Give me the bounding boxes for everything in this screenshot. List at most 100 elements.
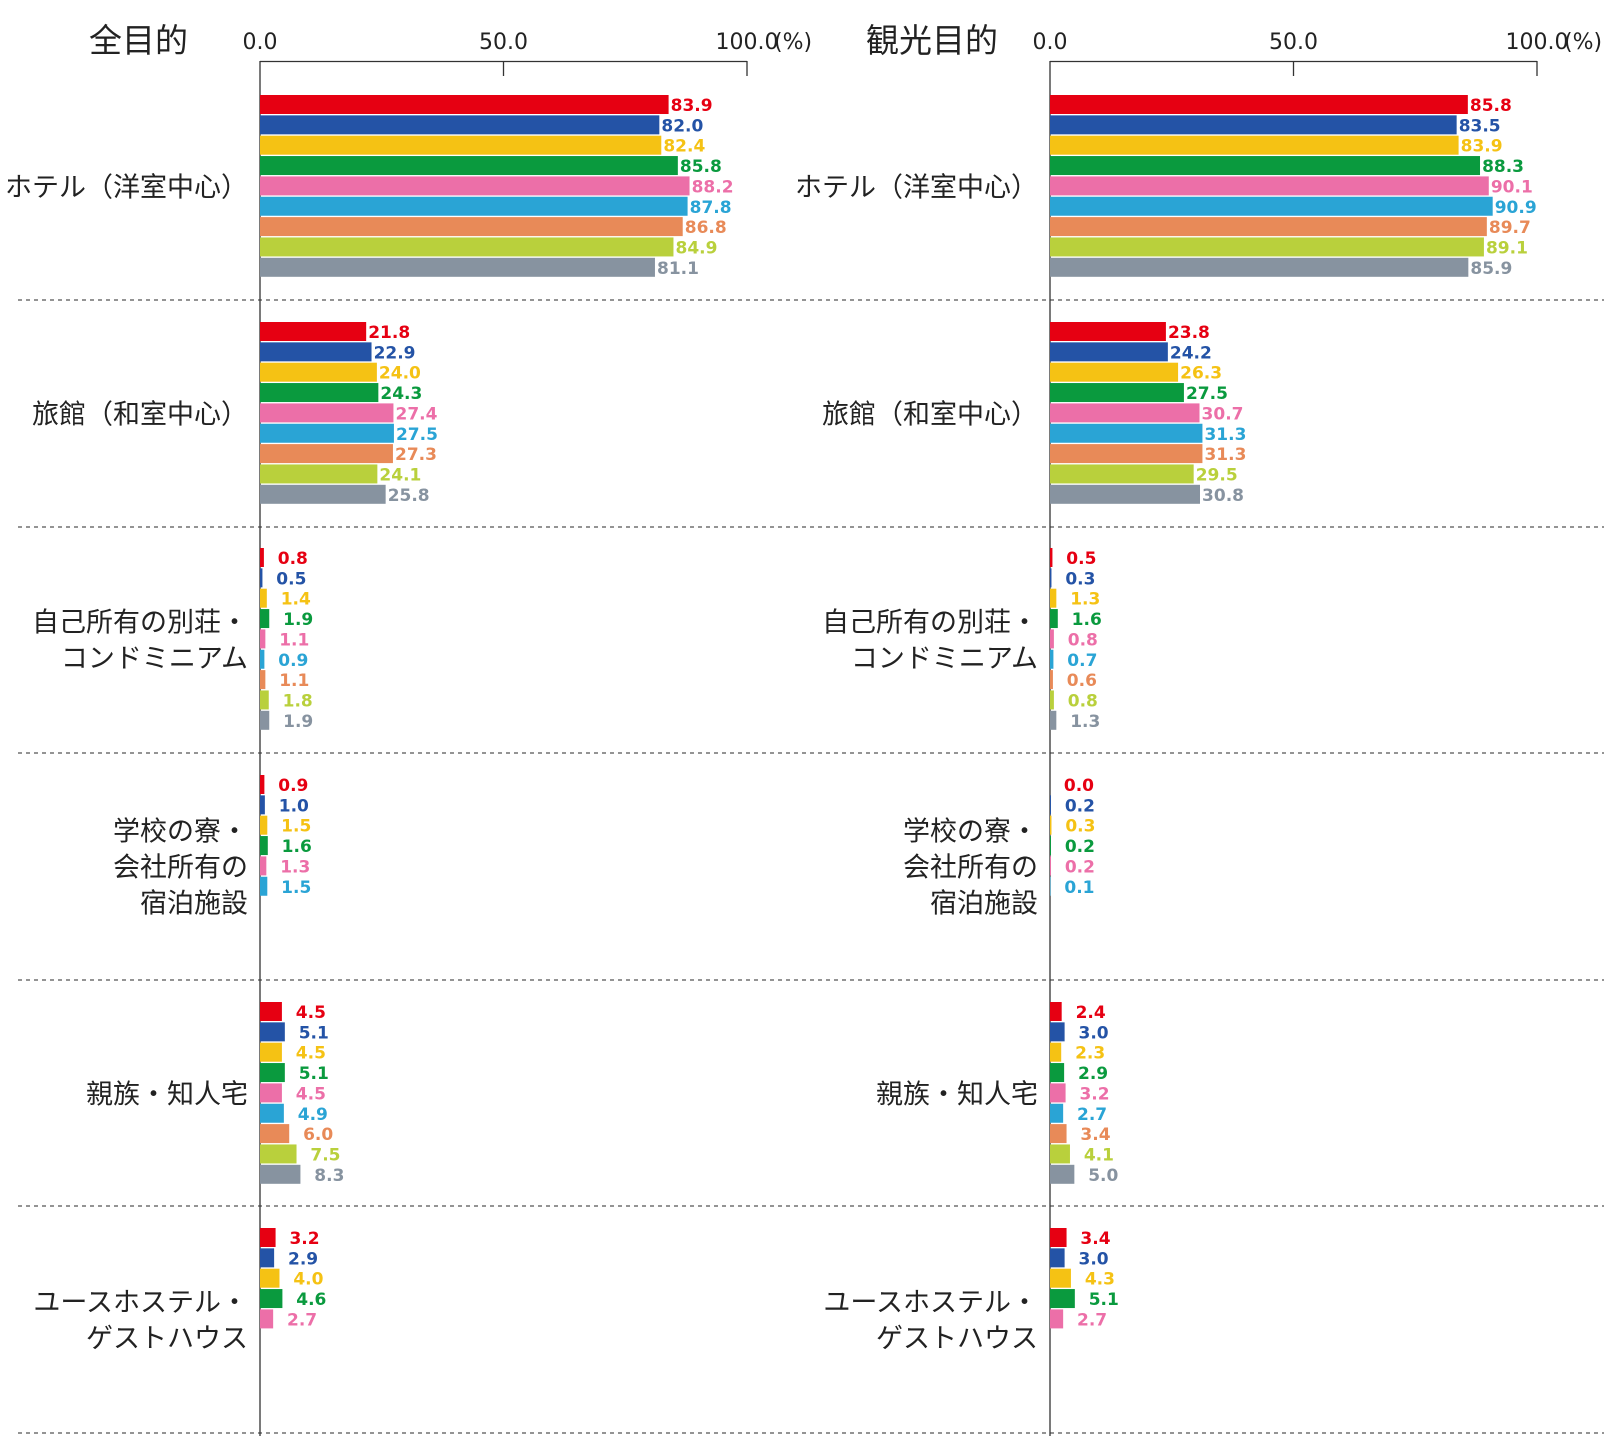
- bar: [260, 136, 661, 155]
- data-label: 82.0: [661, 116, 703, 136]
- data-label: 1.5: [281, 817, 311, 837]
- bar: [1050, 1083, 1066, 1102]
- data-label: 5.1: [299, 1023, 329, 1043]
- tick-label: 50.0: [479, 30, 528, 55]
- data-label: 31.3: [1204, 445, 1246, 465]
- data-label: 1.6: [282, 837, 312, 857]
- bar: [260, 115, 659, 134]
- data-label: 82.4: [663, 137, 705, 157]
- data-label: 3.2: [1079, 1084, 1109, 1104]
- bar: [260, 485, 386, 504]
- bar: [260, 1083, 282, 1102]
- data-label: 1.1: [279, 630, 309, 650]
- data-label: 3.4: [1080, 1229, 1110, 1249]
- bar: [1050, 690, 1054, 709]
- data-label: 4.3: [1085, 1270, 1115, 1290]
- data-label: 83.9: [671, 96, 713, 116]
- data-label: 0.9: [278, 651, 308, 671]
- category-group: 自己所有の別荘・コンドミニアム0.80.51.41.91.10.91.11.81…: [32, 548, 313, 732]
- tick-label: 100.0: [1506, 30, 1569, 55]
- data-label: 88.3: [1482, 157, 1524, 177]
- data-label: 0.9: [278, 776, 308, 796]
- data-label: 23.8: [1168, 323, 1210, 343]
- category-label: コンドミニアム: [851, 644, 1038, 675]
- bar: [1050, 1022, 1065, 1041]
- bar: [1050, 1228, 1067, 1247]
- category-label: 旅館（和室中心）: [32, 400, 248, 431]
- bar: [1050, 1248, 1065, 1267]
- data-label: 1.3: [1070, 590, 1100, 610]
- bar: [260, 795, 265, 814]
- data-label: 90.9: [1495, 198, 1537, 218]
- bar: [1050, 629, 1054, 648]
- bar: [1050, 1104, 1063, 1123]
- data-label: 0.3: [1065, 569, 1095, 589]
- bar: [1050, 444, 1202, 463]
- data-label: 27.4: [395, 404, 437, 424]
- bar: [1050, 568, 1051, 587]
- data-label: 83.5: [1459, 116, 1501, 136]
- bar: [1050, 1043, 1061, 1062]
- bar: [260, 836, 268, 855]
- bar: [1050, 1269, 1071, 1288]
- category-label: 宿泊施設: [930, 889, 1038, 920]
- unit-label: (%): [1564, 30, 1602, 55]
- bar: [1050, 464, 1194, 483]
- bar: [1050, 136, 1459, 155]
- bar: [1050, 363, 1178, 382]
- category-label: 宿泊施設: [140, 889, 248, 920]
- bar: [260, 176, 690, 195]
- bar: [260, 1043, 282, 1062]
- data-label: 0.3: [1065, 817, 1095, 837]
- bar: [1050, 711, 1056, 730]
- bar: [260, 670, 265, 689]
- bar: [260, 403, 393, 422]
- data-label: 3.0: [1078, 1249, 1108, 1269]
- category-label: 親族・知人宅: [876, 1080, 1038, 1111]
- data-label: 8.3: [314, 1166, 344, 1186]
- bar: [1050, 795, 1051, 814]
- data-label: 86.8: [685, 218, 727, 238]
- data-label: 24.0: [379, 364, 421, 384]
- data-label: 85.8: [680, 157, 722, 177]
- bar: [260, 464, 377, 483]
- bar: [260, 1165, 300, 1184]
- data-label: 0.8: [1068, 691, 1098, 711]
- bar: [1050, 589, 1056, 608]
- data-label: 0.0: [1064, 776, 1094, 796]
- category-label: 学校の寮・: [113, 817, 248, 848]
- bar: [1050, 485, 1200, 504]
- category-label: ゲストハウス: [86, 1324, 248, 1355]
- data-label: 30.7: [1202, 404, 1244, 424]
- bar: [1050, 816, 1051, 835]
- bar: [260, 322, 366, 341]
- category-group: ホテル（洋室中心）83.982.082.485.888.287.886.884.…: [5, 95, 734, 279]
- data-label: 24.1: [379, 465, 421, 485]
- bar: [260, 568, 262, 587]
- data-label: 5.1: [299, 1064, 329, 1084]
- data-label: 87.8: [690, 198, 732, 218]
- data-label: 4.9: [298, 1105, 328, 1125]
- bar: [1050, 156, 1480, 175]
- data-label: 1.3: [280, 857, 310, 877]
- data-label: 83.9: [1461, 137, 1503, 157]
- data-label: 29.5: [1196, 465, 1238, 485]
- data-label: 0.5: [1066, 549, 1096, 569]
- data-label: 84.9: [676, 238, 718, 258]
- data-label: 0.2: [1065, 837, 1095, 857]
- bar: [260, 609, 269, 628]
- bar: [260, 1022, 285, 1041]
- data-label: 24.3: [380, 384, 422, 404]
- bar: [1050, 342, 1168, 361]
- category-label: ユースホステル・: [33, 1288, 248, 1319]
- data-label: 1.3: [1070, 712, 1100, 732]
- category-label: 会社所有の: [903, 853, 1038, 884]
- data-label: 1.9: [283, 712, 313, 732]
- bar: [260, 237, 673, 256]
- category-label: ゲストハウス: [876, 1324, 1038, 1355]
- category-group: 旅館（和室中心）21.822.924.024.327.427.527.324.1…: [32, 322, 438, 506]
